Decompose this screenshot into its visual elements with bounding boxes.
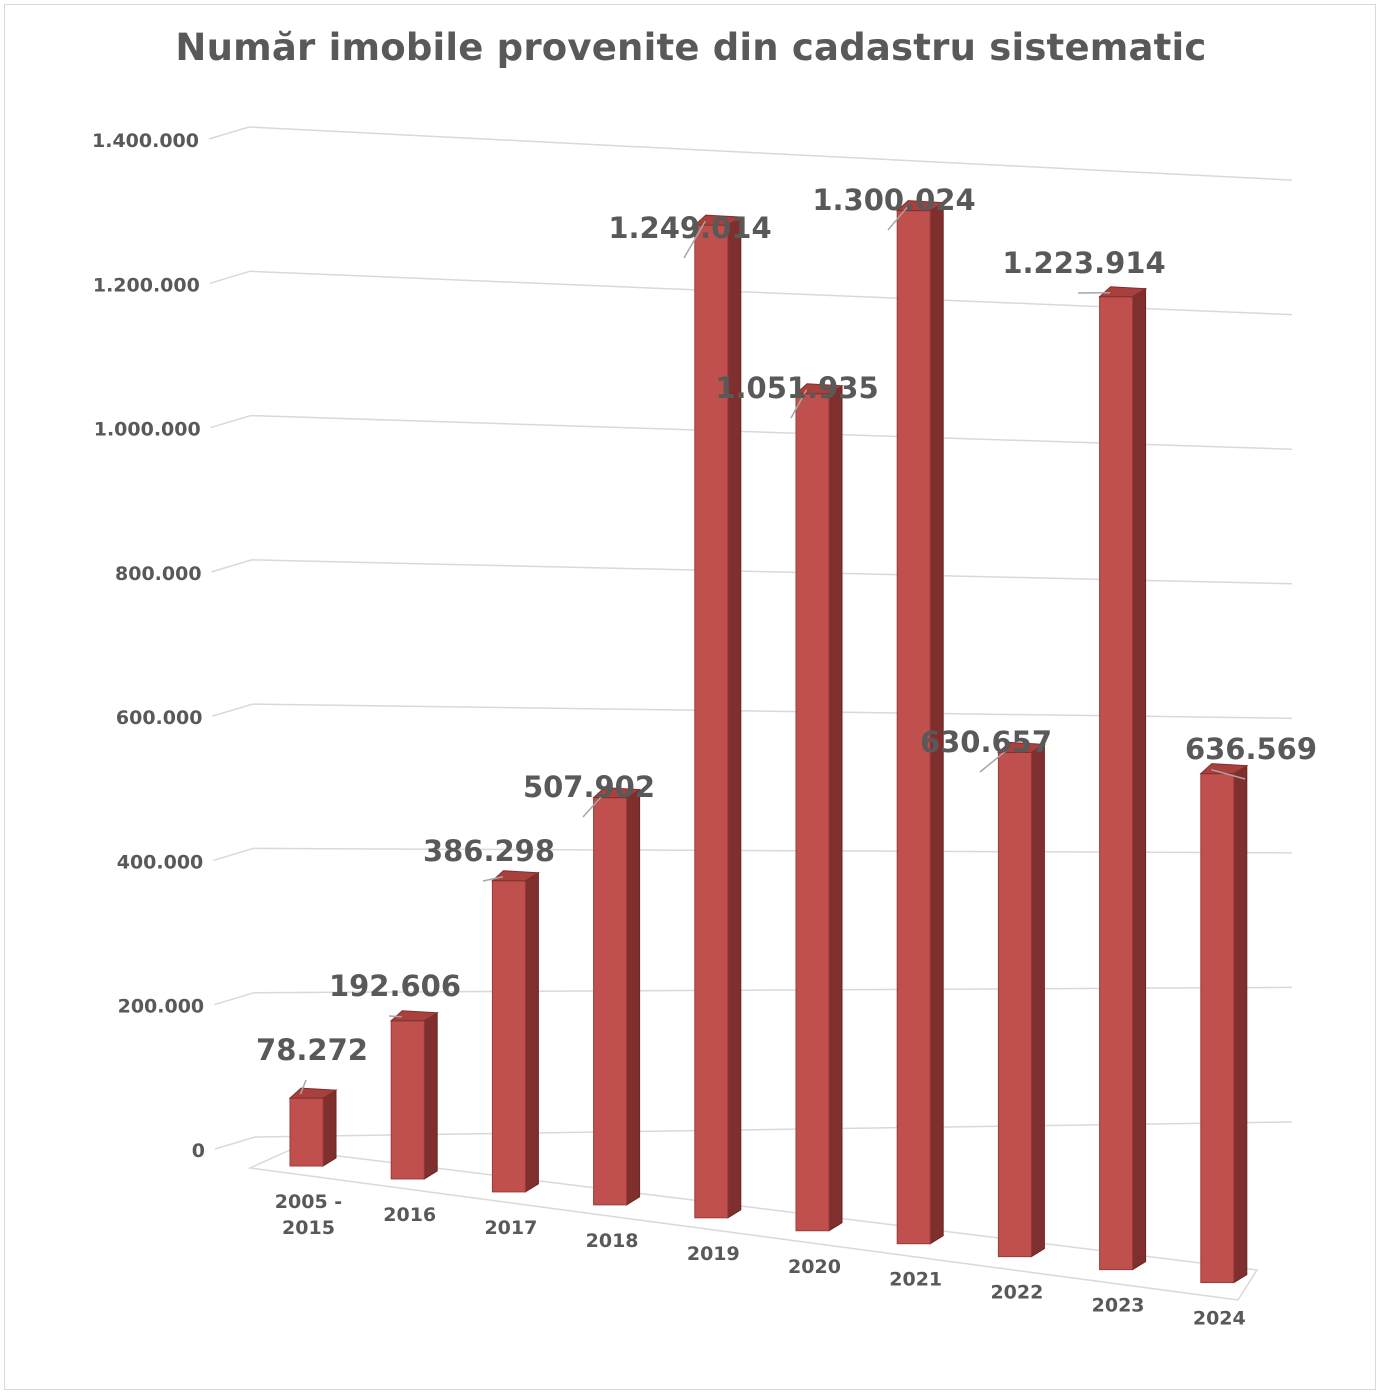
bar-front (1099, 296, 1134, 1271)
data-labels: 78.272 192.606 386.298 507.902 1.249.014 1.05… (256, 183, 1317, 1067)
bar-side (929, 201, 944, 1245)
bar-top (491, 870, 541, 882)
bar-front (289, 1097, 324, 1167)
leader-lines (299, 206, 1246, 1095)
data-label: 630.657 (920, 725, 1052, 759)
data-label: 192.606 (329, 969, 461, 1003)
left-wall-gridline (211, 559, 252, 573)
bar (288, 1087, 338, 1167)
chart-frame (4, 4, 1376, 1390)
leader-line (582, 793, 605, 818)
y-tick-label: 200.000 (118, 996, 205, 1018)
left-wall-gridline (214, 1136, 256, 1150)
bar (794, 383, 844, 1232)
bar-top (997, 741, 1047, 753)
x-tick-label: 2021 (889, 1269, 942, 1291)
bar-side (322, 1089, 337, 1167)
floor-outline (247, 1149, 1259, 1301)
bar-top (389, 1010, 439, 1022)
bar-side (1233, 764, 1248, 1284)
bar (592, 787, 642, 1206)
bar-front (795, 393, 830, 1232)
bar-side (1132, 287, 1147, 1271)
bar (1098, 286, 1148, 1271)
x-tick-label: 2023 (1092, 1295, 1145, 1317)
x-tick-label: 2016 (383, 1204, 436, 1226)
data-label: 1.249.014 (608, 211, 771, 245)
left-wall-gridline (210, 414, 251, 429)
bar (491, 870, 541, 1193)
x-tick-label: 2015 (282, 1217, 335, 1239)
leader-line (790, 389, 808, 419)
bar-front (896, 210, 931, 1245)
leader-line (299, 1079, 307, 1095)
bar-side (423, 1011, 438, 1180)
data-label: 507.902 (523, 770, 655, 804)
leader-line (482, 875, 504, 882)
data-label: 78.272 (256, 1033, 368, 1067)
left-wall-gridline (209, 270, 251, 285)
leader-line (887, 206, 909, 231)
bar-front (390, 1020, 425, 1180)
chart-title: Număr imobile provenite din cadastru sis… (175, 26, 1207, 69)
leader-line (979, 747, 1010, 773)
x-tick-label: 2005 - (275, 1191, 342, 1213)
x-axis-categories: 2005 - 2015 2016 2017 2018 2019 2020 2021 2022 20… (275, 1191, 1246, 1330)
data-label: 386.298 (423, 834, 555, 868)
bar-side (524, 871, 539, 1193)
leader-line (683, 220, 706, 259)
y-tick-label: 1.200.000 (93, 274, 200, 296)
leader-line (388, 1015, 402, 1018)
data-label: 1.300.024 (812, 183, 975, 217)
y-tick-label: 600.000 (116, 707, 203, 729)
data-label: 1.223.914 (1002, 246, 1165, 280)
left-wall-gridline (212, 703, 253, 717)
left-wall-gridline (213, 991, 255, 1006)
data-label: 1.051.935 (715, 371, 878, 405)
bar-front (1200, 773, 1235, 1284)
bar-side (727, 216, 742, 1219)
bar (1199, 763, 1249, 1284)
y-tick-label: 800.000 (115, 563, 202, 585)
y-tick-label: 0 (192, 1140, 205, 1162)
bars (288, 200, 1249, 1284)
leader-line (1211, 768, 1246, 780)
x-tick-label: 2024 (1193, 1308, 1246, 1330)
left-wall-gridline (213, 847, 254, 862)
bar-top (794, 383, 844, 395)
x-tick-label: 2022 (990, 1282, 1043, 1304)
bar-front (593, 797, 628, 1206)
gridline (248, 126, 1293, 181)
bar-side (626, 788, 641, 1206)
bar-top (1098, 286, 1148, 298)
bar-front (997, 751, 1032, 1258)
y-tick-label: 400.000 (117, 851, 204, 873)
bar (389, 1010, 439, 1180)
x-tick-label: 2020 (788, 1256, 841, 1278)
x-tick-label: 2017 (484, 1217, 537, 1239)
left-wall-gridline (208, 126, 250, 140)
bar-top (592, 787, 642, 799)
chart-floor (247, 1149, 1259, 1301)
bar-top (1199, 763, 1249, 775)
bar-top (693, 214, 743, 226)
x-tick-label: 2019 (687, 1243, 740, 1265)
y-tick-label: 1.400.000 (92, 130, 199, 152)
bar (997, 741, 1047, 1258)
bar (693, 214, 743, 1219)
bar-top (895, 200, 945, 212)
y-tick-label: 1.000.000 (94, 419, 201, 441)
bar (895, 200, 945, 1245)
x-tick-label: 2018 (586, 1230, 639, 1252)
y-axis-ticks: 0 200.000 400.000 600.000 800.000 1.000.000 1.… (92, 130, 205, 1162)
data-label: 636.569 (1185, 732, 1317, 766)
bar-side (828, 384, 843, 1232)
bar-side (1030, 743, 1045, 1258)
bar-front (491, 880, 526, 1193)
